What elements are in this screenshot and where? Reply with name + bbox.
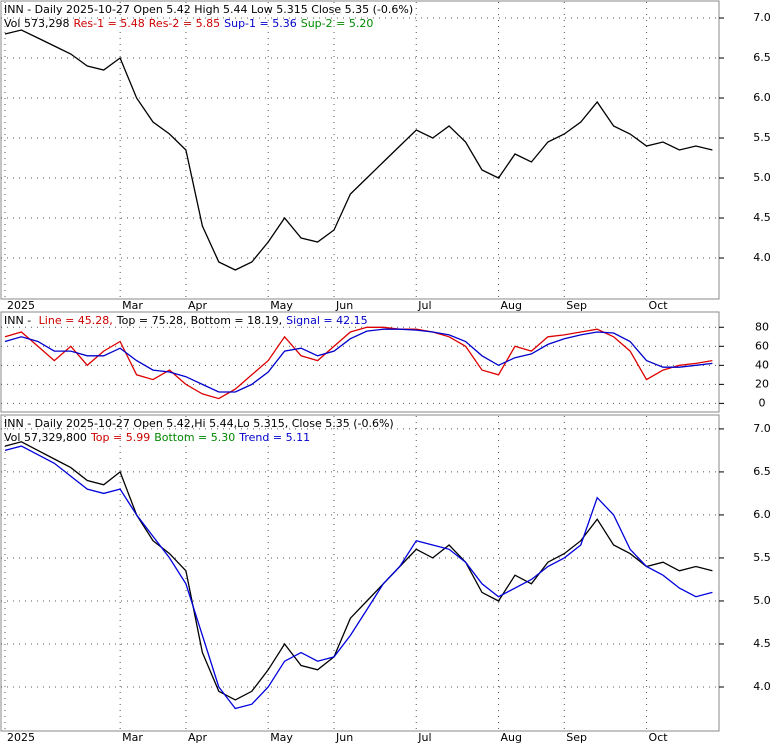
x-tick-label: May	[270, 731, 293, 744]
header-segment: INN - Daily 2025-10-27 Open 5.42,Hi 5.44…	[4, 417, 394, 430]
header-segment: Res-2 = 5.85	[149, 17, 220, 30]
header-segment: INN - Daily 2025-10-27 Open 5.42 High 5.…	[4, 3, 413, 16]
y-tick-label: 80	[755, 320, 769, 333]
x-tick-label: Mar	[122, 299, 143, 312]
y-tick-label: 7.0	[753, 11, 771, 24]
header-segment: Sup-2 = 5.20	[301, 17, 374, 30]
y-tick-label: 4.0	[753, 680, 771, 693]
y-tick-label: 4.5	[753, 211, 771, 224]
x-tick-label: 2025	[7, 731, 35, 744]
y-tick-label: 6.0	[753, 91, 771, 104]
header-segment: Signal = 42.15	[286, 314, 368, 327]
panel-header: Vol 573,298 Res-1 = 5.48 Res-2 = 5.85 Sup-1…	[4, 17, 373, 30]
y-tick-label: 60	[755, 339, 769, 352]
x-tick-label: Jul	[417, 299, 431, 312]
header-segment: Line = 45.28,	[39, 314, 113, 327]
panel-header: INN - Line = 45.28, Top = 75.28, Bottom = …	[4, 314, 368, 327]
trend-panel-frame	[0, 414, 720, 732]
x-tick-label: Oct	[649, 299, 669, 312]
y-tick-label: 4.0	[753, 251, 771, 264]
y-tick-label: 0	[759, 396, 766, 409]
y-tick-label: 5.5	[753, 551, 771, 564]
y-tick-label: 6.5	[753, 465, 771, 478]
x-tick-label: Jul	[417, 731, 431, 744]
y-tick-label: 5.0	[753, 594, 771, 607]
series-line	[4, 326, 713, 400]
y-tick-label: 5.0	[753, 171, 771, 184]
x-tick-label: Jun	[335, 299, 353, 312]
header-segment: Top = 75.28,	[116, 314, 187, 327]
series-line	[4, 29, 713, 271]
panel-header: INN - Daily 2025-10-27 Open 5.42,Hi 5.44…	[4, 417, 394, 430]
y-tick-label: 6.0	[753, 508, 771, 521]
x-tick-label: May	[270, 299, 293, 312]
header-segment: Res-1 = 5.48	[73, 17, 144, 30]
x-tick-label: Jun	[335, 731, 353, 744]
series-line	[4, 328, 713, 393]
y-tick-label: 4.5	[753, 637, 771, 650]
panel-header: INN - Daily 2025-10-27 Open 5.42 High 5.…	[4, 3, 413, 16]
x-tick-label: 2025	[7, 299, 35, 312]
x-tick-label: Sep	[566, 299, 587, 312]
price-panel-frame	[0, 0, 720, 300]
series-line	[4, 445, 713, 710]
header-segment: Sup-1 = 5.36	[224, 17, 297, 30]
header-segment: Top = 5.99	[90, 431, 150, 444]
x-tick-label: Mar	[122, 731, 143, 744]
y-tick-label: 5.5	[753, 131, 771, 144]
header-segment: INN -	[4, 314, 35, 327]
x-tick-label: Aug	[501, 731, 522, 744]
header-segment: Bottom = 5.30	[154, 431, 235, 444]
panel-header: Vol 57,329,800 Top = 5.99 Bottom = 5.30 Tre…	[4, 431, 310, 444]
header-segment: Vol 573,298	[4, 17, 69, 30]
y-tick-label: 20	[755, 377, 769, 390]
y-tick-label: 7.0	[753, 422, 771, 435]
x-tick-label: Apr	[188, 731, 208, 744]
y-tick-label: 6.5	[753, 51, 771, 64]
x-tick-label: Sep	[566, 731, 587, 744]
series-line	[4, 441, 713, 701]
oscillator-panel-frame	[0, 311, 720, 413]
x-tick-label: Aug	[501, 299, 522, 312]
x-tick-label: Oct	[649, 731, 669, 744]
header-segment: Trend = 5.11	[238, 431, 310, 444]
header-segment: Bottom = 18.19,	[191, 314, 283, 327]
header-segment: Vol 57,329,800	[4, 431, 87, 444]
y-tick-label: 40	[755, 358, 769, 371]
x-tick-label: Apr	[188, 299, 208, 312]
